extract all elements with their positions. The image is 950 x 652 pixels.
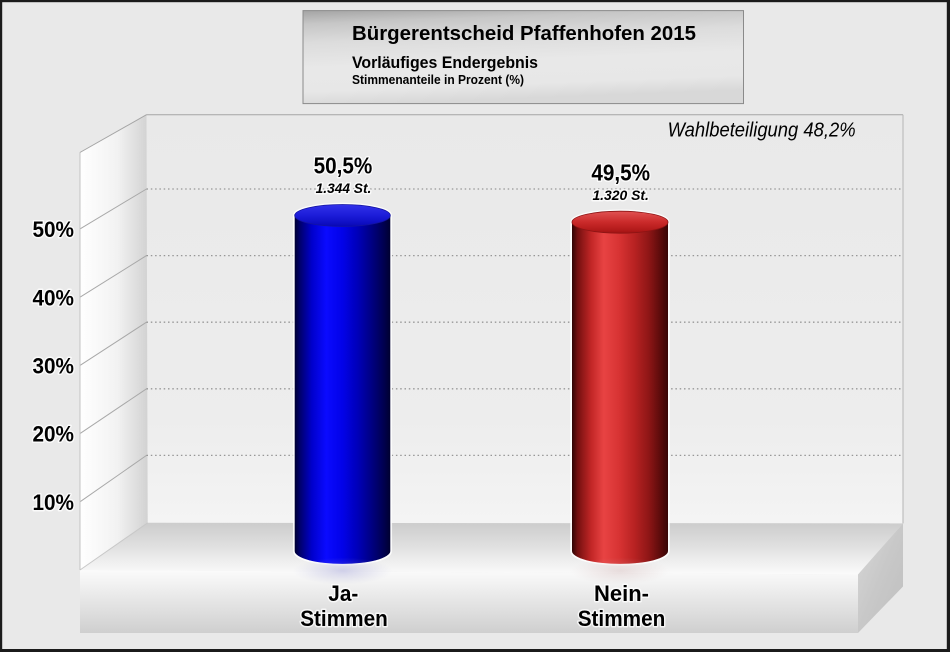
svg-text:40%: 40% [33,285,75,310]
svg-text:Bürgerentscheid Pfaffenhofen 2: Bürgerentscheid Pfaffenhofen 2015 [352,23,696,45]
svg-text:Ja-: Ja- [328,581,358,606]
svg-text:10%: 10% [33,490,75,515]
svg-text:Nein-: Nein- [594,581,649,606]
svg-text:Wahlbeteiligung 48,2%: Wahlbeteiligung 48,2% [668,119,856,141]
svg-text:49,5%: 49,5% [591,159,650,185]
svg-text:Vorläufiges Endergebnis: Vorläufiges Endergebnis [352,53,538,72]
svg-text:Stimmen: Stimmen [578,606,666,631]
svg-text:Stimmenanteile in Prozent (%): Stimmenanteile in Prozent (%) [352,72,524,87]
svg-text:50%: 50% [33,217,75,242]
svg-text:Stimmen: Stimmen [300,606,388,631]
svg-text:1.344 St.: 1.344 St. [316,180,372,196]
svg-text:20%: 20% [33,422,75,447]
svg-text:30%: 30% [33,354,75,379]
svg-text:50,5%: 50,5% [314,153,373,179]
svg-text:1.320 St.: 1.320 St. [592,187,649,203]
